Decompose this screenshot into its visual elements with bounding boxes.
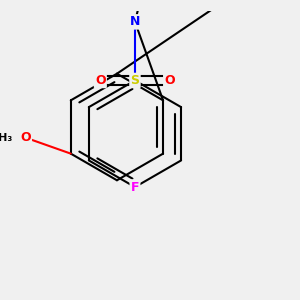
Text: S: S bbox=[130, 74, 140, 87]
Text: O: O bbox=[95, 74, 106, 87]
Text: N: N bbox=[130, 15, 140, 28]
Text: CH₃: CH₃ bbox=[0, 133, 13, 142]
Text: O: O bbox=[20, 131, 31, 144]
Text: F: F bbox=[131, 181, 139, 194]
Text: O: O bbox=[164, 74, 175, 87]
